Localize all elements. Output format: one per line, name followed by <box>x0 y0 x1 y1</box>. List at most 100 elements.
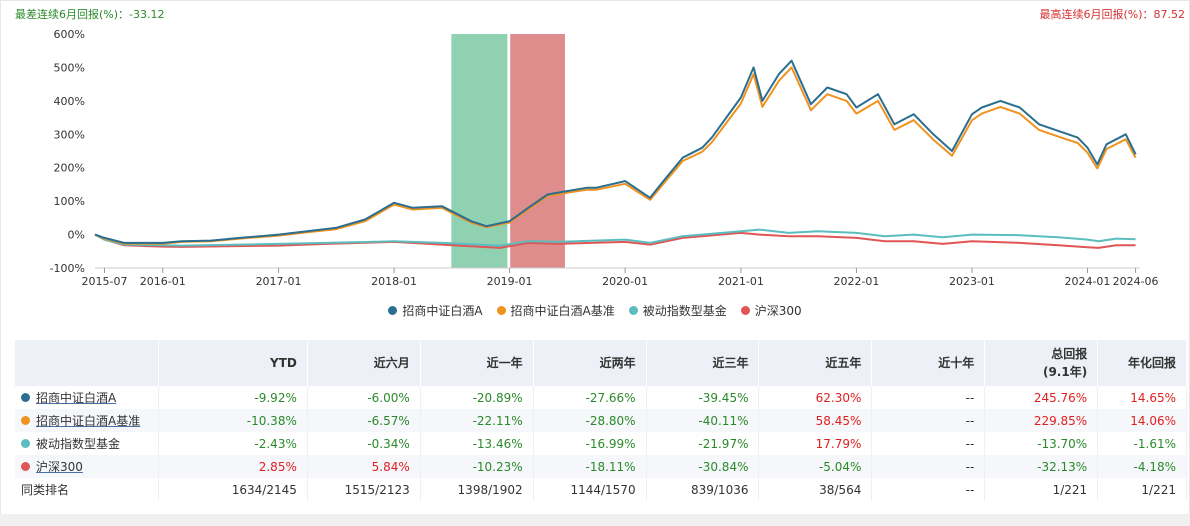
table-cell: 58.45% <box>758 409 873 432</box>
series-line-4 <box>94 231 1136 249</box>
x-tick-label: 2018-01 <box>371 275 417 288</box>
y-tick-label: 300% <box>54 128 85 141</box>
table-cell: -6.00% <box>307 386 421 409</box>
table-cell: -13.46% <box>420 432 534 455</box>
row-name-cell: 被动指数型基金 <box>15 432 159 455</box>
column-header: YTD <box>158 340 308 386</box>
legend-item-4[interactable]: 沪深300 <box>740 302 802 319</box>
legend-label: 沪深300 <box>754 304 802 318</box>
row-name[interactable]: 招商中证白酒A基准 <box>36 414 141 428</box>
worst-6m-return: 最差连续6月回报(%)：-33.12 <box>15 8 165 21</box>
table-cell: 14.65% <box>1097 386 1187 409</box>
table-cell: -- <box>871 409 986 432</box>
table-cell: 1634/2145 <box>158 478 308 501</box>
table-row: 招商中证白酒A -9.92% -6.00% -20.89% -27.66% -39.45%… <box>15 386 1187 409</box>
table-row: 招商中证白酒A基准 -10.38% -6.57% -22.11% -28.80% -40.… <box>15 409 1187 432</box>
table-cell: -30.84% <box>646 455 760 478</box>
table-cell: 14.06% <box>1097 409 1187 432</box>
table-cell: -- <box>871 386 986 409</box>
table-cell: -22.11% <box>420 409 534 432</box>
x-tick-label: 2024-01 <box>1064 275 1110 288</box>
table-cell: -9.92% <box>158 386 308 409</box>
x-tick-label: 2024-06 <box>1113 275 1159 288</box>
y-tick-label: 400% <box>54 95 85 108</box>
series-line-3 <box>94 228 1136 247</box>
x-tick-label: 2017-01 <box>256 275 302 288</box>
returns-table: YTD 近六月 近一年 近两年 近三年 近五年 近十年 总回报 (9.1年) 年化回报 招商中证白… <box>15 340 1187 501</box>
table-cell: -32.13% <box>984 455 1099 478</box>
table-cell: 2.85% <box>158 455 308 478</box>
series-line-1 <box>94 59 1137 244</box>
row-name-cell: 同类排名 <box>15 478 159 501</box>
best-6m-return: 最高连续6月回报(%)：87.52 <box>1039 8 1185 21</box>
table-cell: 229.85% <box>984 409 1099 432</box>
table-cell: -6.57% <box>307 409 421 432</box>
performance-chart: 600% 500% 400% 300% 200% 100% 0% -100% 2015-07 2… <box>50 28 1159 288</box>
series-dot-icon <box>21 393 30 402</box>
table-cell: -20.89% <box>420 386 534 409</box>
x-tick-label: 2019-01 <box>487 275 533 288</box>
legend-item-3[interactable]: 被动指数型基金 <box>628 302 727 319</box>
table-cell: -13.70% <box>984 432 1099 455</box>
table-cell: 1515/2123 <box>307 478 421 501</box>
table-cell: -- <box>871 478 986 501</box>
table-cell: -0.34% <box>307 432 421 455</box>
x-tick-label: 2021-01 <box>718 275 764 288</box>
table-row: 被动指数型基金 -2.43% -0.34% -13.46% -16.99% -21.97%… <box>15 432 1187 455</box>
legend-dot-icon <box>740 306 750 315</box>
legend-item-2[interactable]: 招商中证白酒A基准 <box>496 302 615 319</box>
legend-dot-icon <box>388 306 398 315</box>
row-name: 同类排名 <box>21 483 70 497</box>
table-cell: -40.11% <box>646 409 760 432</box>
table-cell: -10.23% <box>420 455 534 478</box>
table-cell: 245.76% <box>984 386 1099 409</box>
legend-label: 被动指数型基金 <box>642 304 727 318</box>
row-name-cell[interactable]: 招商中证白酒A <box>15 386 159 409</box>
table-cell: 1144/1570 <box>533 478 647 501</box>
y-tick-label: -100% <box>50 262 85 275</box>
column-header <box>15 340 159 386</box>
x-tick-label: 2016-01 <box>140 275 186 288</box>
table-cell: 1/221 <box>1097 478 1187 501</box>
chart-legend: 招商中证白酒A 招商中证白酒A基准 被动指数型基金 沪深300 <box>0 302 1190 319</box>
row-name[interactable]: 招商中证白酒A <box>36 391 117 405</box>
table-cell: -10.38% <box>158 409 308 432</box>
legend-dot-icon <box>628 306 638 315</box>
table-cell: -27.66% <box>533 386 647 409</box>
table-row: 沪深300 2.85% 5.84% -10.23% -18.11% -30.84% -5.0… <box>15 455 1187 478</box>
x-tick-label: 2022-01 <box>833 275 879 288</box>
column-header: 总回报 (9.1年) <box>984 340 1099 386</box>
x-tick-label: 2015-07 <box>82 275 128 288</box>
table-cell: -- <box>871 432 986 455</box>
row-name-cell[interactable]: 沪深300 <box>15 455 159 478</box>
legend-item-1[interactable]: 招商中证白酒A <box>388 302 483 319</box>
column-header: 近三年 <box>646 340 760 386</box>
legend-dot-icon <box>496 306 506 315</box>
column-header: 近两年 <box>533 340 647 386</box>
series-dot-icon <box>21 416 30 425</box>
table-cell: -2.43% <box>158 432 308 455</box>
highlight-band-1 <box>451 34 508 268</box>
y-tick-label: 600% <box>54 28 85 41</box>
table-cell: -28.80% <box>533 409 647 432</box>
table-cell: 17.79% <box>758 432 873 455</box>
row-name-cell[interactable]: 招商中证白酒A基准 <box>15 409 159 432</box>
series-dot-icon <box>21 439 30 448</box>
table-cell: -21.97% <box>646 432 760 455</box>
table-row: 同类排名 1634/2145 1515/2123 1398/1902 1144/1570… <box>15 478 1187 501</box>
column-header: 近五年 <box>758 340 873 386</box>
table-cell: -4.18% <box>1097 455 1187 478</box>
column-header: 近十年 <box>871 340 986 386</box>
table-cell: 62.30% <box>758 386 873 409</box>
table-cell: -5.04% <box>758 455 873 478</box>
highlight-band-2 <box>510 34 565 268</box>
table-cell: 1398/1902 <box>420 478 534 501</box>
x-tick-label: 2020-01 <box>602 275 648 288</box>
table-cell: -18.11% <box>533 455 647 478</box>
table-cell: 38/564 <box>758 478 873 501</box>
bottom-strip <box>0 514 1190 526</box>
x-tick-label: 2023-01 <box>949 275 995 288</box>
row-name[interactable]: 沪深300 <box>36 460 83 474</box>
series-dot-icon <box>21 462 30 471</box>
table-cell: -- <box>871 455 986 478</box>
